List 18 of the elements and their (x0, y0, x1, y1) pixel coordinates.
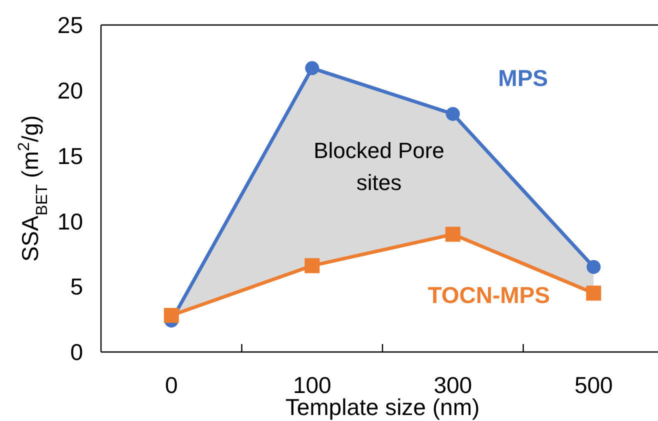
y-tick-label: 5 (70, 274, 83, 300)
y-tick-label: 0 (70, 339, 83, 366)
point (305, 61, 320, 76)
annotation: Blocked Pore sites (314, 138, 444, 195)
point (164, 308, 179, 323)
y-tick-label: 15 (57, 142, 83, 169)
point (586, 286, 602, 301)
point (304, 258, 320, 274)
series-label: TOCN-MPS (428, 282, 550, 308)
x-tick-label: 500 (574, 372, 613, 398)
point (446, 106, 460, 121)
y-tick-label: 25 (57, 12, 83, 38)
x-tick-label: 0 (164, 372, 178, 398)
point (586, 260, 601, 274)
y-tick-label: 10 (57, 208, 83, 234)
point (445, 226, 460, 242)
y-tick-label: 20 (57, 77, 83, 104)
series-label: MPS (498, 65, 548, 91)
